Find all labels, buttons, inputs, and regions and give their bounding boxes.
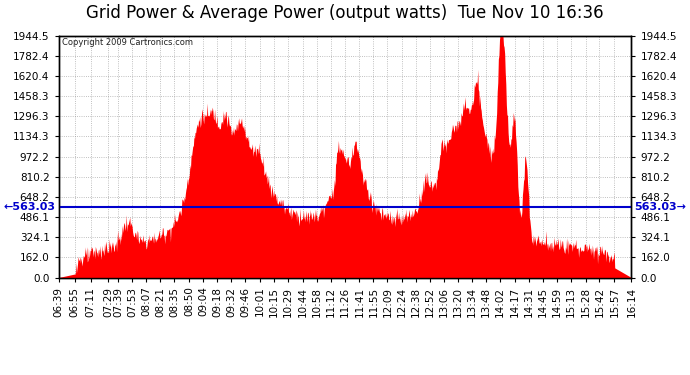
Text: ←563.03: ←563.03 (4, 202, 56, 213)
Text: Copyright 2009 Cartronics.com: Copyright 2009 Cartronics.com (61, 38, 193, 47)
Text: Grid Power & Average Power (output watts)  Tue Nov 10 16:36: Grid Power & Average Power (output watts… (86, 4, 604, 22)
Text: 563.03→: 563.03→ (634, 202, 686, 213)
